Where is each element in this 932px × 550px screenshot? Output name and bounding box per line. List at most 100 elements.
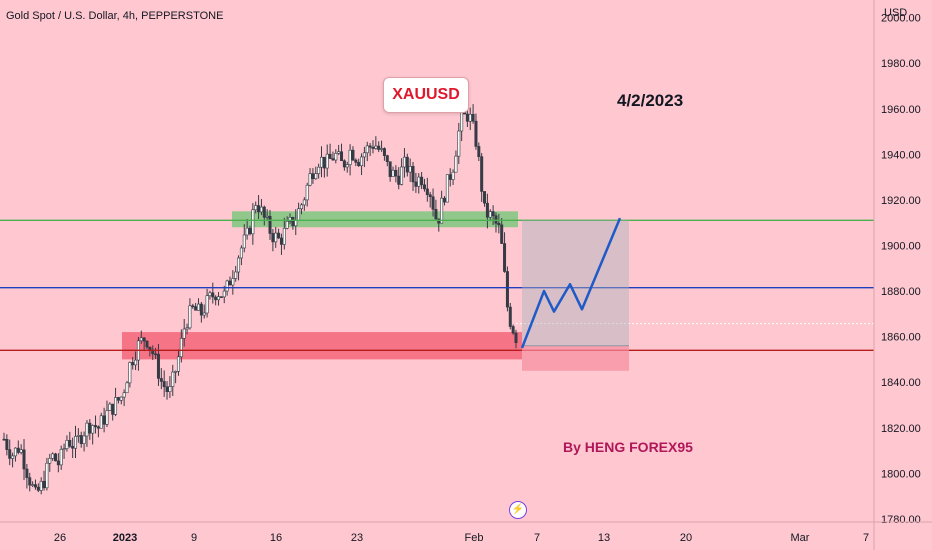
candle-body bbox=[182, 328, 186, 339]
candle-body bbox=[11, 455, 15, 459]
candle-body bbox=[448, 174, 452, 180]
candle-body bbox=[62, 448, 66, 450]
candle-body bbox=[374, 145, 378, 149]
x-tick-label: 9 bbox=[191, 532, 197, 544]
candle-body bbox=[382, 148, 386, 156]
candle-body bbox=[248, 227, 252, 235]
candle-body bbox=[299, 204, 303, 210]
candle-body bbox=[28, 477, 32, 486]
candle-body bbox=[440, 197, 444, 224]
candle-body bbox=[185, 327, 189, 330]
candle-body bbox=[68, 440, 72, 447]
candle-body bbox=[460, 111, 464, 132]
candle-body bbox=[119, 396, 123, 401]
zones bbox=[122, 211, 522, 360]
candle-body bbox=[171, 371, 175, 387]
currency-label: USD bbox=[884, 7, 908, 19]
candle-body bbox=[411, 166, 415, 183]
candle-body bbox=[85, 422, 89, 437]
candle-body bbox=[142, 337, 146, 342]
candle-body bbox=[134, 359, 138, 366]
candle-body bbox=[42, 480, 46, 489]
candle-body bbox=[99, 415, 103, 429]
candle-body bbox=[56, 460, 60, 466]
candle-body bbox=[302, 199, 306, 206]
candle-body bbox=[188, 305, 192, 329]
y-tick-label: 1880.00 bbox=[881, 286, 921, 298]
candle-body bbox=[148, 346, 152, 350]
candle-body bbox=[285, 221, 289, 229]
candle-body bbox=[308, 173, 312, 186]
candle-body bbox=[451, 171, 455, 180]
candle-body bbox=[257, 205, 261, 213]
candle-body bbox=[391, 169, 395, 177]
candle-body bbox=[337, 151, 341, 154]
candle-body bbox=[208, 292, 212, 297]
candle-body bbox=[354, 159, 358, 163]
candle-body bbox=[45, 462, 49, 489]
projection bbox=[520, 217, 629, 371]
candle-body bbox=[88, 422, 92, 434]
candle-body bbox=[317, 166, 321, 174]
y-tick-label: 1800.00 bbox=[881, 468, 921, 480]
candle-body bbox=[422, 184, 426, 190]
candle-body bbox=[437, 218, 441, 224]
candle-body bbox=[457, 130, 461, 157]
candle-body bbox=[328, 153, 332, 159]
candle-body bbox=[202, 312, 206, 316]
time-axis: 26 2023 9 16 23 Feb 7 13 20 Mar 7 bbox=[0, 521, 932, 544]
x-tick-label: 16 bbox=[270, 532, 282, 544]
x-tick-label: 23 bbox=[351, 532, 363, 544]
candle-body bbox=[314, 173, 318, 180]
projection-stop-box bbox=[522, 345, 629, 371]
candle-body bbox=[511, 326, 515, 334]
candle-body bbox=[471, 113, 475, 122]
candle-body bbox=[162, 381, 166, 388]
candle-body bbox=[420, 176, 424, 186]
candle-body bbox=[505, 271, 509, 308]
candle-body bbox=[191, 305, 195, 308]
symbol-annotation[interactable]: XAUUSD bbox=[383, 77, 469, 113]
candle-body bbox=[480, 156, 484, 192]
candle-body bbox=[211, 292, 215, 298]
candle-body bbox=[262, 206, 266, 218]
candle-body bbox=[477, 146, 481, 157]
y-tick-label: 1960.00 bbox=[881, 104, 921, 116]
candle-body bbox=[217, 296, 221, 301]
candle-body bbox=[174, 371, 178, 373]
candle-body bbox=[431, 196, 435, 210]
candle-body bbox=[279, 237, 283, 245]
candle-body bbox=[288, 217, 292, 222]
candle-body bbox=[508, 306, 512, 327]
candle-body bbox=[237, 257, 241, 273]
candle-body bbox=[485, 202, 489, 218]
y-tick-label: 2000.00 bbox=[881, 13, 921, 25]
candle-body bbox=[380, 148, 384, 150]
candle-body bbox=[25, 468, 29, 478]
candle-body bbox=[31, 484, 35, 486]
x-tick-label: 13 bbox=[598, 532, 610, 544]
candle-body bbox=[205, 295, 209, 314]
candle-body bbox=[108, 403, 112, 411]
candle-body bbox=[319, 156, 323, 168]
candle-body bbox=[16, 447, 20, 453]
x-tick-label: 2023 bbox=[113, 532, 137, 544]
candle-body bbox=[19, 449, 23, 453]
candle-body bbox=[340, 151, 344, 162]
candle-body bbox=[483, 191, 487, 204]
candle-body bbox=[465, 113, 469, 122]
candle-body bbox=[36, 486, 40, 491]
price-axis: 2000.00 1980.00 1960.00 1940.00 1920.00 1900.… bbox=[873, 0, 932, 550]
candle-body bbox=[357, 162, 361, 167]
candle-body bbox=[331, 158, 335, 161]
candle-body bbox=[114, 397, 118, 415]
candle-body bbox=[239, 247, 243, 259]
candle-body bbox=[125, 382, 129, 394]
candle-body bbox=[468, 113, 472, 122]
lightning-icon[interactable]: ⚡ bbox=[509, 501, 527, 519]
candle-body bbox=[116, 397, 120, 401]
x-tick-label: 26 bbox=[54, 532, 66, 544]
candle-body bbox=[385, 155, 389, 162]
x-tick-label: 7 bbox=[534, 532, 540, 544]
